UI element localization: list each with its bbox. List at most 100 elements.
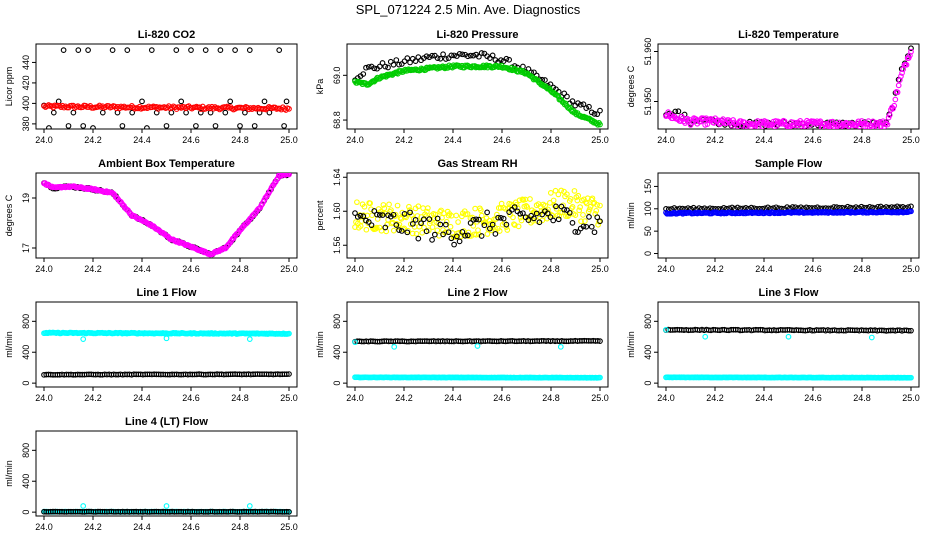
data-point [465,229,472,236]
data-point [396,221,403,228]
data-point [891,102,898,109]
data-point [518,217,525,224]
data-point [286,371,292,377]
data-point [827,119,834,125]
data-point [90,125,96,129]
x-tick-label: 24.0 [35,393,53,403]
data-point [502,205,509,212]
data-point [352,224,358,230]
data-point [246,336,253,342]
plot-frame [657,172,920,259]
data-point [500,215,507,222]
data-point [580,101,587,108]
plot-frame [35,301,298,388]
data-point [597,338,603,344]
x-tick-label: 24.0 [35,135,53,145]
data-point [564,93,570,100]
data-point [470,223,477,229]
data-point [789,204,796,210]
data-point [908,208,914,215]
data-point [866,203,873,210]
panel-title: Line 4 (LT) Flow [125,416,208,428]
data-point [415,235,422,242]
y-axis-label: degrees C [4,194,14,236]
data-point [286,106,292,112]
data-point [586,214,592,220]
data-point [448,235,455,242]
data-point [163,503,170,509]
data-point [445,229,452,236]
data-point [908,327,914,334]
data-point [404,229,411,236]
data-point [908,203,914,210]
data-point [550,217,557,224]
data-point [589,195,596,202]
data-point [387,58,394,65]
data-point [455,219,461,225]
data-point [459,51,466,58]
data-point [511,204,518,210]
y-tick-label: 68.8 [332,111,342,129]
data-point [440,231,446,238]
data-point [563,213,569,219]
data-point [557,343,564,350]
data-point [357,212,364,219]
data-point [352,339,358,346]
data-point [898,73,904,80]
data-point [583,223,590,230]
y-tick-label: 1.56 [332,236,342,254]
x-tick-label: 24.6 [182,393,200,403]
data-point [70,109,77,116]
panel-title: Li-820 Pressure [437,29,519,41]
y-axis-label: ml/min [626,331,636,358]
data-point [552,187,559,194]
y-tick-label: 400 [21,96,31,111]
data-point [597,218,603,225]
data-point [729,204,735,211]
data-point [569,204,576,210]
y-tick-label: 50 [643,226,653,236]
y-axis-label: ml/min [626,202,636,229]
x-tick-label: 24.8 [853,264,871,274]
data-point [412,58,419,64]
data-point [547,214,554,220]
data-point [861,120,867,127]
data-point [390,211,397,218]
x-tick-label: 25.0 [280,264,298,274]
data-point [515,223,522,230]
y-axis-label: ml/min [4,331,14,358]
points [41,329,292,378]
data-point [765,204,771,211]
data-point [580,212,586,218]
data-point [868,334,875,341]
data-point [802,124,809,129]
data-point [905,327,912,334]
data-point [464,211,471,217]
data-point [894,89,901,96]
data-point [286,509,292,515]
panel-2: Li-820 Temperature 24.0 24.2 24.4 24.6 24.8 25… [626,29,920,145]
points [41,47,292,129]
data-point [440,51,446,58]
x-tick-label: 24.8 [231,264,249,274]
data-point [381,205,388,212]
data-point [276,47,283,53]
data-point [776,205,782,212]
data-point [212,123,219,129]
y-tick-label: 1.64 [332,168,342,186]
data-point [391,343,398,350]
data-point [385,64,391,71]
data-point [555,216,562,223]
x-tick-label: 24.4 [755,393,773,403]
x-tick-label: 24.2 [706,264,724,274]
data-point [557,209,564,216]
data-point [531,215,537,222]
data-point [429,224,436,230]
data-point [443,218,450,225]
data-point [434,215,441,222]
data-point [283,508,290,515]
y-tick-label: 0 [21,381,31,386]
x-tick-label: 24.2 [395,135,413,145]
data-point [886,112,893,118]
